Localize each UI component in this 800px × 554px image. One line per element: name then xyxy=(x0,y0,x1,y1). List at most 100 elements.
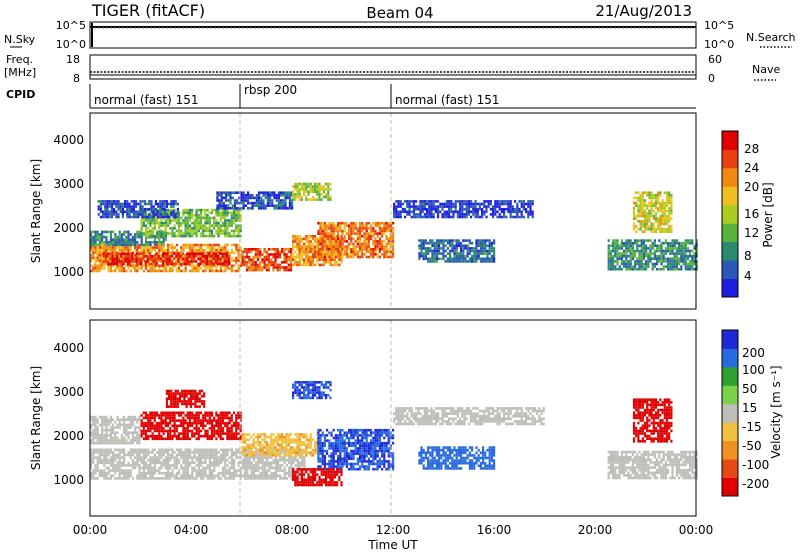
velocity-colorbar-fill xyxy=(722,330,738,497)
velocity-data-layer xyxy=(90,381,698,487)
velocity-scale-tick-50: 50 xyxy=(742,382,757,396)
freq-panel: Freq. [MHz] 18 8 60 0 Nave xyxy=(4,53,780,85)
power-colorbar-swatch xyxy=(722,186,738,206)
velocity-scatter-patch xyxy=(632,398,673,443)
velocity-colorbar-swatch xyxy=(722,348,738,368)
velocity-scale-tick-100: 100 xyxy=(742,363,765,377)
velocity-colorbar-swatch xyxy=(722,422,738,442)
power-scale-tick-8: 8 xyxy=(744,249,752,263)
power-range-ticks: 1000 2000 3000 4000 xyxy=(53,133,84,279)
power-colorbar-fill xyxy=(722,131,738,298)
power-data-layer xyxy=(90,182,698,273)
time-tick-8: 08:00 xyxy=(275,523,310,537)
power-scatter-patch xyxy=(418,239,496,263)
power-scatter-patch xyxy=(607,239,698,271)
velocity-scale-tick-m200: -200 xyxy=(742,477,769,491)
power-range-tick-1000: 1000 xyxy=(53,265,84,279)
power-scale-tick-16: 16 xyxy=(744,207,759,221)
time-tick-12: 12:00 xyxy=(376,523,411,537)
time-tick-24: 00:00 xyxy=(679,523,714,537)
power-colorbar-swatch xyxy=(722,131,738,150)
velocity-scale-tick-15: 15 xyxy=(742,401,757,415)
power-colorbar: 28 24 20 16 12 8 4 Power [dB] xyxy=(721,130,775,298)
velocity-range-tick-3000: 3000 xyxy=(53,385,84,399)
cpid-panel: CPID normal (fast) 151 rbsp 200 normal (… xyxy=(6,83,696,109)
power-range-axis-label: Slant Range [km] xyxy=(29,159,43,263)
velocity-range-tick-2000: 2000 xyxy=(53,429,84,443)
power-scatter-patch xyxy=(393,200,534,219)
time-tick-16: 16:00 xyxy=(477,523,512,537)
nave-label: Nave xyxy=(752,63,780,76)
power-colorbar-swatch xyxy=(722,278,738,298)
time-tick-20: 20:00 xyxy=(578,523,613,537)
date-label: 21/Aug/2013 xyxy=(595,2,692,20)
velocity-colorbar: 200 100 50 15 -15 -50 -100 -200 Velocity… xyxy=(721,329,783,497)
velocity-scale-tick-m100: -100 xyxy=(742,458,769,472)
velocity-colorbar-swatch xyxy=(722,385,738,405)
cpid-segment-1: normal (fast) 151 xyxy=(94,93,198,107)
velocity-scatter-patch xyxy=(317,428,395,471)
nsky-label: N.Sky xyxy=(4,33,36,46)
power-scatter-patch xyxy=(632,191,673,233)
power-range-tick-4000: 4000 xyxy=(53,133,84,147)
velocity-scatter-patch xyxy=(418,446,496,470)
time-tick-4: 04:00 xyxy=(174,523,209,537)
power-range-tick-3000: 3000 xyxy=(53,177,84,191)
time-ticks: 00:00 04:00 08:00 12:00 16:00 20:00 00:0… xyxy=(73,523,714,537)
power-scatter-patch xyxy=(241,248,293,272)
velocity-scatter-patch xyxy=(607,450,698,480)
power-scale-tick-4: 4 xyxy=(744,269,752,283)
velocity-scatter-patch xyxy=(241,433,319,457)
velocity-colorbar-swatch xyxy=(722,330,738,349)
nave-tick-bottom: 0 xyxy=(708,72,715,85)
freq-label: Freq. xyxy=(6,53,33,66)
velocity-range-axis-label: Slant Range [km] xyxy=(29,366,43,470)
power-scatter-patch xyxy=(97,200,179,219)
nsearch-tick-bottom: 10^0 xyxy=(704,38,734,51)
velocity-scatter-patch xyxy=(90,415,141,445)
power-panel: 1000 2000 3000 4000 Slant Range [km] xyxy=(29,112,698,310)
power-scatter-patch xyxy=(317,221,395,259)
beam-label: Beam 04 xyxy=(366,4,433,22)
velocity-range-tick-1000: 1000 xyxy=(53,473,84,487)
power-colorbar-swatch xyxy=(722,260,738,279)
nsearch-tick-top: 10^5 xyxy=(704,19,734,32)
velocity-colorbar-swatch xyxy=(722,440,738,460)
power-scale-tick-20: 20 xyxy=(744,180,759,194)
cpid-label: CPID xyxy=(6,88,35,101)
velocity-scale-tick-m50: -50 xyxy=(742,439,762,453)
velocity-scatter-patch xyxy=(393,407,545,426)
cpid-segment-2: rbsp 200 xyxy=(244,83,297,97)
velocity-scale-label: Velocity [m s⁻¹] xyxy=(769,365,783,458)
velocity-colorbar-swatch xyxy=(722,403,738,423)
power-colorbar-swatch xyxy=(722,241,738,261)
nsky-tick-bottom: 10^0 xyxy=(56,38,86,51)
velocity-panel: 1000 2000 3000 4000 Slant Range [km] 00:… xyxy=(29,319,714,552)
freq-tick-top: 18 xyxy=(66,53,80,66)
velocity-scatter-patch xyxy=(292,381,332,400)
velocity-colorbar-swatch xyxy=(722,366,738,386)
velocity-colorbar-swatch xyxy=(722,477,738,497)
power-range-tick-2000: 2000 xyxy=(53,221,84,235)
freq-unit: [MHz] xyxy=(4,66,36,79)
power-scatter-patch xyxy=(292,182,332,201)
velocity-range-ticks: 1000 2000 3000 4000 xyxy=(53,341,84,487)
nave-tick-top: 60 xyxy=(708,53,722,66)
power-scale-tick-28: 28 xyxy=(744,142,759,156)
power-scale-label: Power [dB] xyxy=(761,182,775,247)
nsearch-label: N.Search xyxy=(746,31,796,44)
velocity-range-tick-4000: 4000 xyxy=(53,341,84,355)
cpid-segment-3: normal (fast) 151 xyxy=(395,93,499,107)
power-colorbar-swatch xyxy=(722,223,738,243)
power-scale-tick-24: 24 xyxy=(744,161,759,175)
velocity-scatter-patch xyxy=(140,411,242,441)
power-colorbar-swatch xyxy=(722,149,738,169)
power-colorbar-swatch xyxy=(722,167,738,187)
figure-title: TIGER (fitACF) xyxy=(91,1,205,20)
power-scatter-patch xyxy=(102,252,231,266)
velocity-scatter-patch xyxy=(90,448,306,480)
freq-tick-bottom: 8 xyxy=(73,72,80,85)
velocity-scale-tick-200: 200 xyxy=(742,346,765,360)
velocity-colorbar-swatch xyxy=(722,459,738,478)
